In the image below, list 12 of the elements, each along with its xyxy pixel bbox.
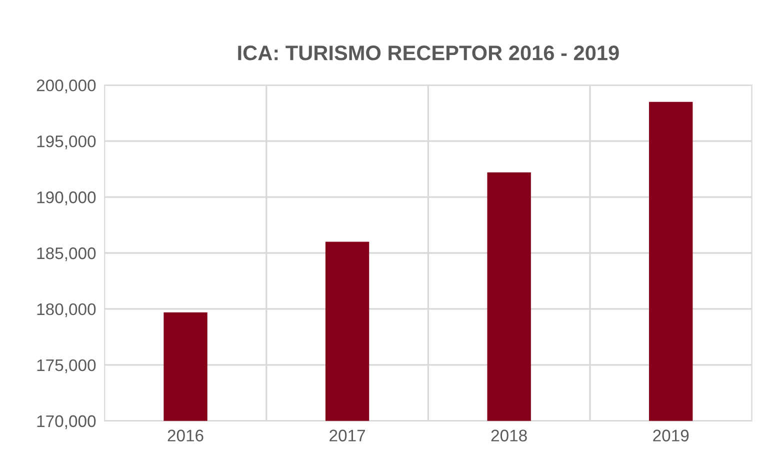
y-tick-label: 190,000 bbox=[37, 191, 96, 206]
x-tick-label: 2017 bbox=[330, 430, 365, 442]
x-tick-label: 2019 bbox=[653, 430, 689, 442]
y-tick-label: 200,000 bbox=[36, 80, 96, 94]
y-tick-label: 185,000 bbox=[37, 247, 96, 262]
y-tick-label: 180,000 bbox=[37, 303, 96, 318]
y-tick-label: 195,000 bbox=[37, 135, 96, 150]
x-tick-label: 2016 bbox=[168, 430, 204, 442]
chart-title: ICA: TURISMO RECEPTOR 2016 - 2019 bbox=[238, 46, 619, 60]
x-tick-label: 2018 bbox=[491, 430, 527, 442]
y-tick-label: 175,000 bbox=[37, 359, 96, 374]
y-tick-label: 170,000 bbox=[37, 415, 96, 430]
